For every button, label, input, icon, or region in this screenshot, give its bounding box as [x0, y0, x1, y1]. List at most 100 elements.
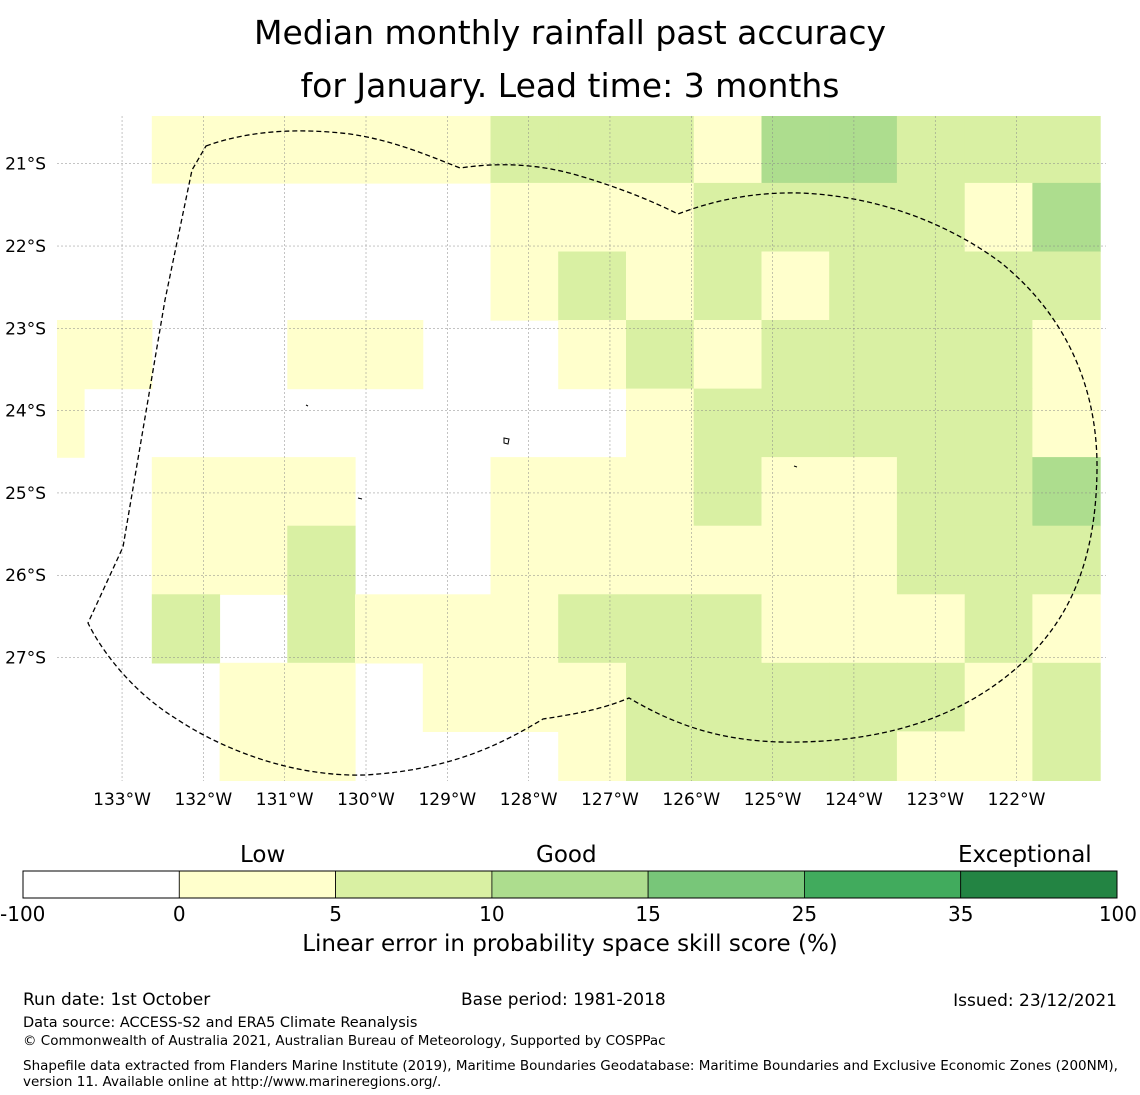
- skill-cell: [1032, 662, 1101, 732]
- lon-tick-label: 132°W: [174, 790, 232, 810]
- skill-cell: [1032, 594, 1101, 664]
- island-outline: [357, 497, 363, 500]
- skill-cell: [964, 662, 1033, 732]
- skill-cell: [490, 525, 559, 595]
- skill-cell: [558, 182, 627, 253]
- skill-cell: [626, 388, 695, 458]
- colorbar-tick-label: 5: [329, 902, 342, 926]
- colorbar-category-low: Low: [240, 842, 286, 868]
- skill-cell: [1032, 182, 1101, 253]
- skill-cell-layer: [57, 116, 1101, 869]
- skill-cell: [626, 116, 695, 184]
- skill-cell: [896, 731, 966, 781]
- skill-cell: [626, 182, 695, 253]
- chart-title-line-1: Median monthly rainfall past accuracy: [253, 13, 887, 52]
- colorbar-segment: [960, 870, 1118, 899]
- skill-cell: [964, 182, 1033, 253]
- skill-cell: [219, 457, 288, 527]
- skill-cell: [490, 594, 559, 664]
- skill-cell: [761, 457, 830, 527]
- skill-cell: [490, 251, 559, 321]
- skill-cell: [490, 182, 559, 253]
- skill-cell: [219, 662, 288, 732]
- lon-tick-label: 131°W: [256, 790, 314, 810]
- skill-cell: [490, 662, 559, 732]
- skill-cell: [829, 731, 898, 781]
- skill-cell: [151, 594, 221, 664]
- skill-cell: [964, 116, 1033, 184]
- colorbar: -100 0 5 10 15 25 35 100: [0, 870, 1137, 926]
- island-outline: [503, 437, 510, 445]
- skill-cell: [558, 731, 627, 781]
- skill-cell: [57, 388, 85, 458]
- skill-cell: [761, 594, 830, 664]
- skill-cell: [693, 594, 762, 664]
- skill-cell: [490, 457, 559, 527]
- lon-tick-label: 133°W: [93, 790, 151, 810]
- skill-cell: [558, 251, 627, 321]
- skill-cell: [558, 594, 627, 664]
- skill-cell: [896, 662, 966, 732]
- skill-cell: [897, 800, 965, 869]
- skill-cell: [829, 800, 897, 869]
- y-axis-ticks: 21°S 22°S 23°S 24°S 25°S 26°S 27°S: [5, 155, 46, 669]
- skill-cell: [1032, 525, 1101, 595]
- lon-tick-label: 127°W: [581, 790, 639, 810]
- skill-cell: [761, 182, 830, 253]
- skill-cell: [829, 594, 898, 664]
- skill-cell: [1032, 251, 1101, 321]
- skill-cell: [422, 594, 492, 664]
- colorbar-frame: [22, 870, 1118, 899]
- lon-tick-label: 122°W: [988, 790, 1046, 810]
- skill-cell: [355, 320, 424, 390]
- shapefile-credit: Shapefile data extracted from Flanders M…: [23, 1058, 1118, 1090]
- skill-cell: [829, 116, 898, 184]
- skill-cell: [626, 457, 695, 527]
- copyright: © Commonwealth of Australia 2021, Austra…: [23, 1033, 666, 1049]
- skill-cell: [355, 594, 424, 664]
- skill-cell: [829, 457, 898, 527]
- skill-cell: [693, 662, 762, 732]
- skill-cell: [964, 320, 1033, 390]
- skill-cell: [693, 251, 762, 321]
- skill-cell: [626, 594, 695, 664]
- colorbar-segment: [178, 870, 337, 899]
- skill-cell: [1032, 731, 1101, 781]
- lat-tick-label: 26°S: [5, 566, 46, 586]
- skill-cell: [558, 662, 627, 732]
- skill-cell: [219, 525, 288, 595]
- skill-cell: [896, 116, 966, 184]
- skill-cell: [829, 662, 898, 732]
- skill-cell: [693, 457, 762, 527]
- eez-boundary: [87, 130, 1098, 776]
- skill-cell: [761, 388, 830, 458]
- skill-cell: [626, 525, 695, 595]
- skill-cell: [761, 662, 830, 732]
- skill-cell: [693, 525, 762, 595]
- lon-tick-label: 125°W: [744, 790, 802, 810]
- lon-tick-label: 129°W: [418, 790, 476, 810]
- skill-cell: [694, 800, 762, 869]
- colorbar-category-good: Good: [536, 842, 597, 868]
- skill-cell: [761, 251, 830, 321]
- skill-cell: [829, 525, 898, 595]
- skill-cell: [829, 388, 898, 458]
- lon-tick-label: 130°W: [337, 790, 395, 810]
- skill-cell: [829, 182, 898, 253]
- issued-date: Issued: 23/12/2021: [953, 991, 1117, 1011]
- skill-cell: [1032, 320, 1101, 390]
- gridlines: [57, 116, 1106, 781]
- skill-cell: [422, 116, 492, 184]
- lat-tick-label: 22°S: [5, 237, 46, 257]
- lat-tick-label: 27°S: [5, 649, 46, 669]
- skill-cell: [964, 525, 1033, 595]
- skill-cell: [761, 731, 830, 781]
- skill-cell: [626, 800, 694, 869]
- colorbar-segment: [647, 870, 805, 899]
- skill-cell: [761, 116, 830, 184]
- skill-cell: [355, 116, 424, 184]
- skill-cell: [1032, 457, 1101, 527]
- skill-cell: [287, 457, 356, 527]
- skill-cell: [964, 457, 1033, 527]
